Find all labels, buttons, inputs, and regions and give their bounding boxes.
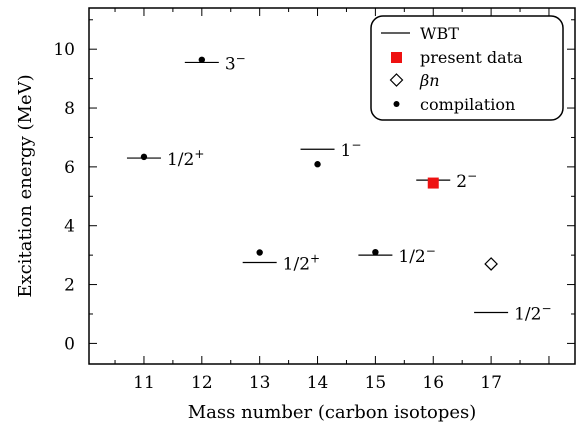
x-tick-label: 12 (191, 373, 213, 393)
level-labels: 1/2+ 3− 1/2+ 1− 1/2− 2− 1/2− (167, 51, 552, 324)
compilation-point (256, 249, 263, 256)
x-tick-label: 15 (365, 373, 387, 393)
legend-label-compilation: compilation (420, 95, 515, 114)
legend: WBT present data βn compilation (370, 15, 564, 121)
y-tick-label: 8 (64, 99, 75, 119)
x-tick-label: 14 (307, 373, 329, 393)
legend-label-beta-n: βn (419, 71, 440, 90)
wbt-level-label: 1/2− (398, 244, 435, 267)
y-tick-label: 10 (53, 40, 75, 60)
data-markers (140, 56, 498, 271)
x-tick-label: 11 (133, 373, 155, 393)
wbt-level-label: 1/2+ (167, 147, 204, 170)
legend-label-present-data: present data (420, 48, 523, 67)
y-axis-label: Excitation energy (MeV) (15, 74, 36, 297)
compilation-point (198, 56, 206, 63)
x-tick-labels: 11 12 13 14 15 16 17 (133, 373, 502, 393)
tick-marks (89, 8, 575, 364)
plot-frame (88, 7, 576, 365)
wbt-level-label: 1/2+ (283, 251, 320, 274)
y-tick-labels: 0 2 4 6 8 10 (53, 40, 75, 354)
compilation-point (140, 153, 148, 161)
wbt-level-label: 2− (456, 169, 477, 192)
x-axis-label: Mass number (carbon isotopes) (188, 402, 477, 423)
y-tick-label: 2 (64, 276, 75, 296)
x-tick-label: 13 (249, 373, 271, 393)
legend-compilation-dot (393, 101, 400, 107)
present-data-point (427, 177, 439, 189)
compilation-point (314, 161, 321, 168)
x-tick-label: 17 (480, 373, 502, 393)
y-tick-label: 6 (64, 158, 75, 178)
legend-betan-diamond (389, 73, 404, 87)
legend-box (370, 15, 564, 121)
compilation-point (372, 248, 379, 256)
legend-present-square (391, 52, 402, 63)
y-tick-label: 0 (64, 334, 75, 354)
beta-n-point (484, 257, 498, 271)
wbt-level-label: 1/2− (514, 302, 551, 325)
legend-label-wbt: WBT (420, 24, 459, 43)
x-tick-label: 16 (422, 373, 444, 393)
y-tick-label: 4 (64, 217, 75, 237)
wbt-level-label: 3− (225, 51, 246, 74)
wbt-levels (126, 61, 509, 314)
wbt-level-label: 1− (341, 138, 362, 161)
